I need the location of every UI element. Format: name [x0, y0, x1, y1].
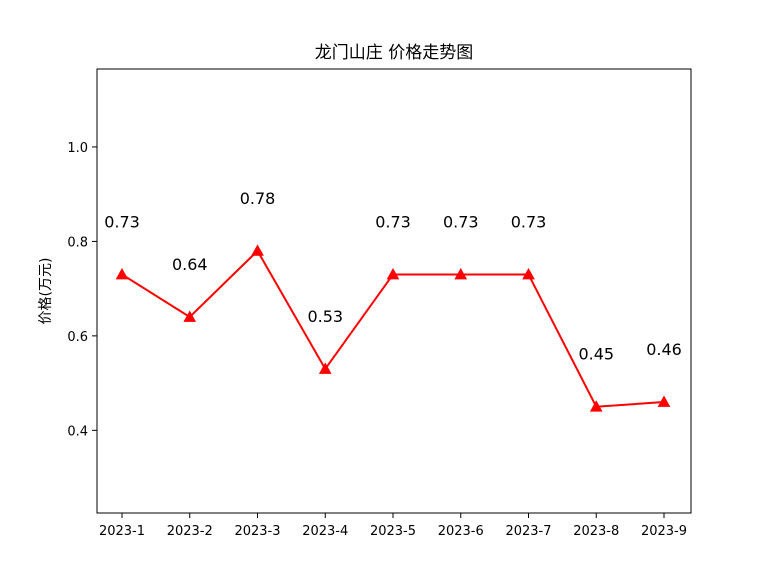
y-tick-label: 0.6 [67, 330, 88, 345]
data-point-marker [589, 400, 603, 412]
x-tick-label: 2023-3 [234, 524, 280, 539]
data-point-marker [183, 310, 197, 322]
data-label: 0.45 [578, 345, 614, 364]
x-axis: 2023-1 2023-2 2023-3 2023-4 2023-5 2023-6 2023… [99, 513, 687, 539]
data-label: 0.73 [375, 212, 411, 231]
y-axis-label: 价格(万元) [38, 258, 54, 325]
price-series [115, 244, 671, 412]
data-point-marker [115, 267, 129, 280]
x-tick-label: 2023-7 [505, 524, 551, 539]
y-tick-label: 1.0 [67, 141, 88, 156]
y-tick-label: 0.4 [67, 424, 88, 439]
x-tick-label: 2023-1 [99, 524, 145, 539]
data-label: 0.73 [443, 212, 479, 231]
data-label: 0.64 [172, 255, 208, 274]
data-point-marker [251, 244, 264, 256]
data-labels: 0.73 0.64 0.78 0.53 0.73 0.73 0.73 0.45 0.46 [104, 189, 682, 364]
chart-title: 龙门山庄 价格走势图 [315, 43, 473, 63]
y-tick-label: 0.8 [67, 235, 88, 250]
x-tick-label: 2023-4 [302, 524, 348, 539]
x-tick-label: 2023-2 [167, 524, 213, 539]
x-tick-label: 2023-9 [641, 524, 687, 539]
data-point-marker [386, 267, 400, 280]
data-label: 0.46 [646, 340, 682, 359]
data-label: 0.53 [307, 307, 343, 326]
data-point-marker [454, 267, 468, 280]
data-point-marker [657, 395, 671, 407]
data-label: 0.73 [511, 212, 547, 231]
data-point-marker [522, 267, 535, 280]
x-tick-label: 2023-8 [573, 524, 619, 539]
data-label: 0.73 [104, 212, 140, 231]
y-axis: 0.4 0.6 0.8 1.0 [67, 141, 97, 439]
plot-frame [96, 68, 692, 514]
data-label: 0.78 [240, 189, 276, 208]
data-point-marker [318, 362, 332, 374]
x-tick-label: 2023-5 [370, 524, 416, 539]
x-tick-label: 2023-6 [438, 524, 484, 539]
